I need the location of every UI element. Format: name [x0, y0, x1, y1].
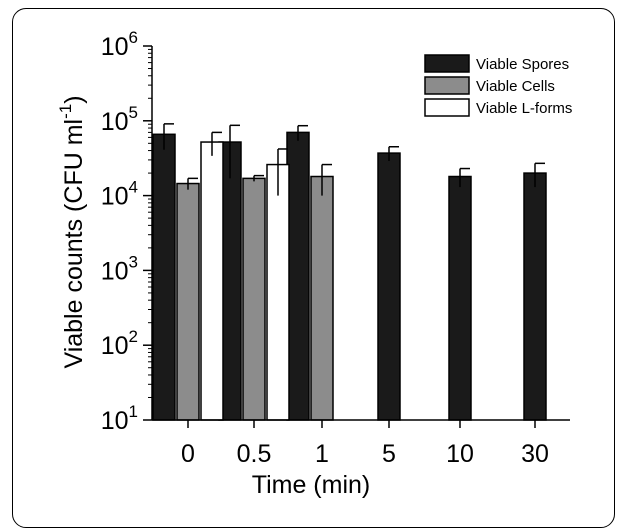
bar-viable-spores: [448, 175, 472, 421]
x-tick-label: 0: [181, 440, 195, 468]
y-tick-exponent: 4: [129, 178, 138, 197]
y-axis-title-close: ): [60, 95, 88, 103]
y-tick-exponent: 6: [129, 28, 138, 47]
y-tick-label: 106: [101, 28, 138, 61]
y-tick-label: 103: [101, 252, 138, 285]
y-axis-title-superscript: -1: [56, 104, 75, 119]
bar-viable-cells: [310, 175, 334, 421]
y-tick-label: 101: [101, 402, 138, 435]
legend-swatch: [424, 98, 470, 117]
y-tick-exponent: 1: [129, 402, 138, 421]
y-tick-base: 10: [101, 33, 129, 61]
y-tick-exponent: 5: [129, 103, 138, 122]
y-axis-title: Viable counts (CFU ml-1): [56, 95, 88, 368]
y-tick-label: 102: [101, 327, 138, 360]
bar-viable-spores: [286, 131, 310, 421]
x-axis-title: Time (min): [252, 471, 371, 499]
y-tick-base: 10: [101, 407, 129, 435]
bar-viable-spores: [377, 152, 401, 421]
legend-label: Viable Spores: [476, 56, 569, 73]
bar-viable-cells: [176, 182, 200, 421]
bar-viable-l-forms: [266, 163, 290, 421]
x-tick-label: 10: [446, 440, 474, 468]
bar-viable-l-forms: [200, 141, 224, 421]
x-tick-label: 1: [315, 440, 329, 468]
x-tick-label: 5: [382, 440, 396, 468]
y-tick-exponent: 3: [129, 252, 138, 271]
y-tick-label: 105: [101, 103, 138, 136]
y-tick-base: 10: [101, 332, 129, 360]
y-tick-base: 10: [101, 257, 129, 285]
error-bars: [163, 123, 545, 196]
bar-viable-cells: [242, 177, 266, 421]
legend: Viable Spores Viable Cells Viable L-forms: [424, 54, 572, 117]
legend-label: Viable L-forms: [476, 100, 572, 117]
y-axis-ticks: [143, 45, 152, 421]
bar-viable-spores: [523, 172, 547, 421]
bars: [152, 131, 547, 421]
x-tick-label: 0.5: [237, 440, 272, 468]
y-axis-title-main: Viable counts (CFU ml: [60, 119, 88, 369]
y-tick-label: 104: [101, 178, 138, 211]
legend-swatch: [424, 54, 470, 73]
x-tick-label: 30: [521, 440, 549, 468]
y-tick-exponent: 2: [129, 327, 138, 346]
legend-label: Viable Cells: [476, 78, 555, 95]
bar-viable-spores: [152, 133, 176, 421]
y-tick-base: 10: [101, 183, 129, 211]
x-axis-tick-labels: 0 0.5 1 5 10 30: [181, 420, 549, 468]
y-tick-base: 10: [101, 108, 129, 136]
legend-swatch: [424, 76, 470, 95]
